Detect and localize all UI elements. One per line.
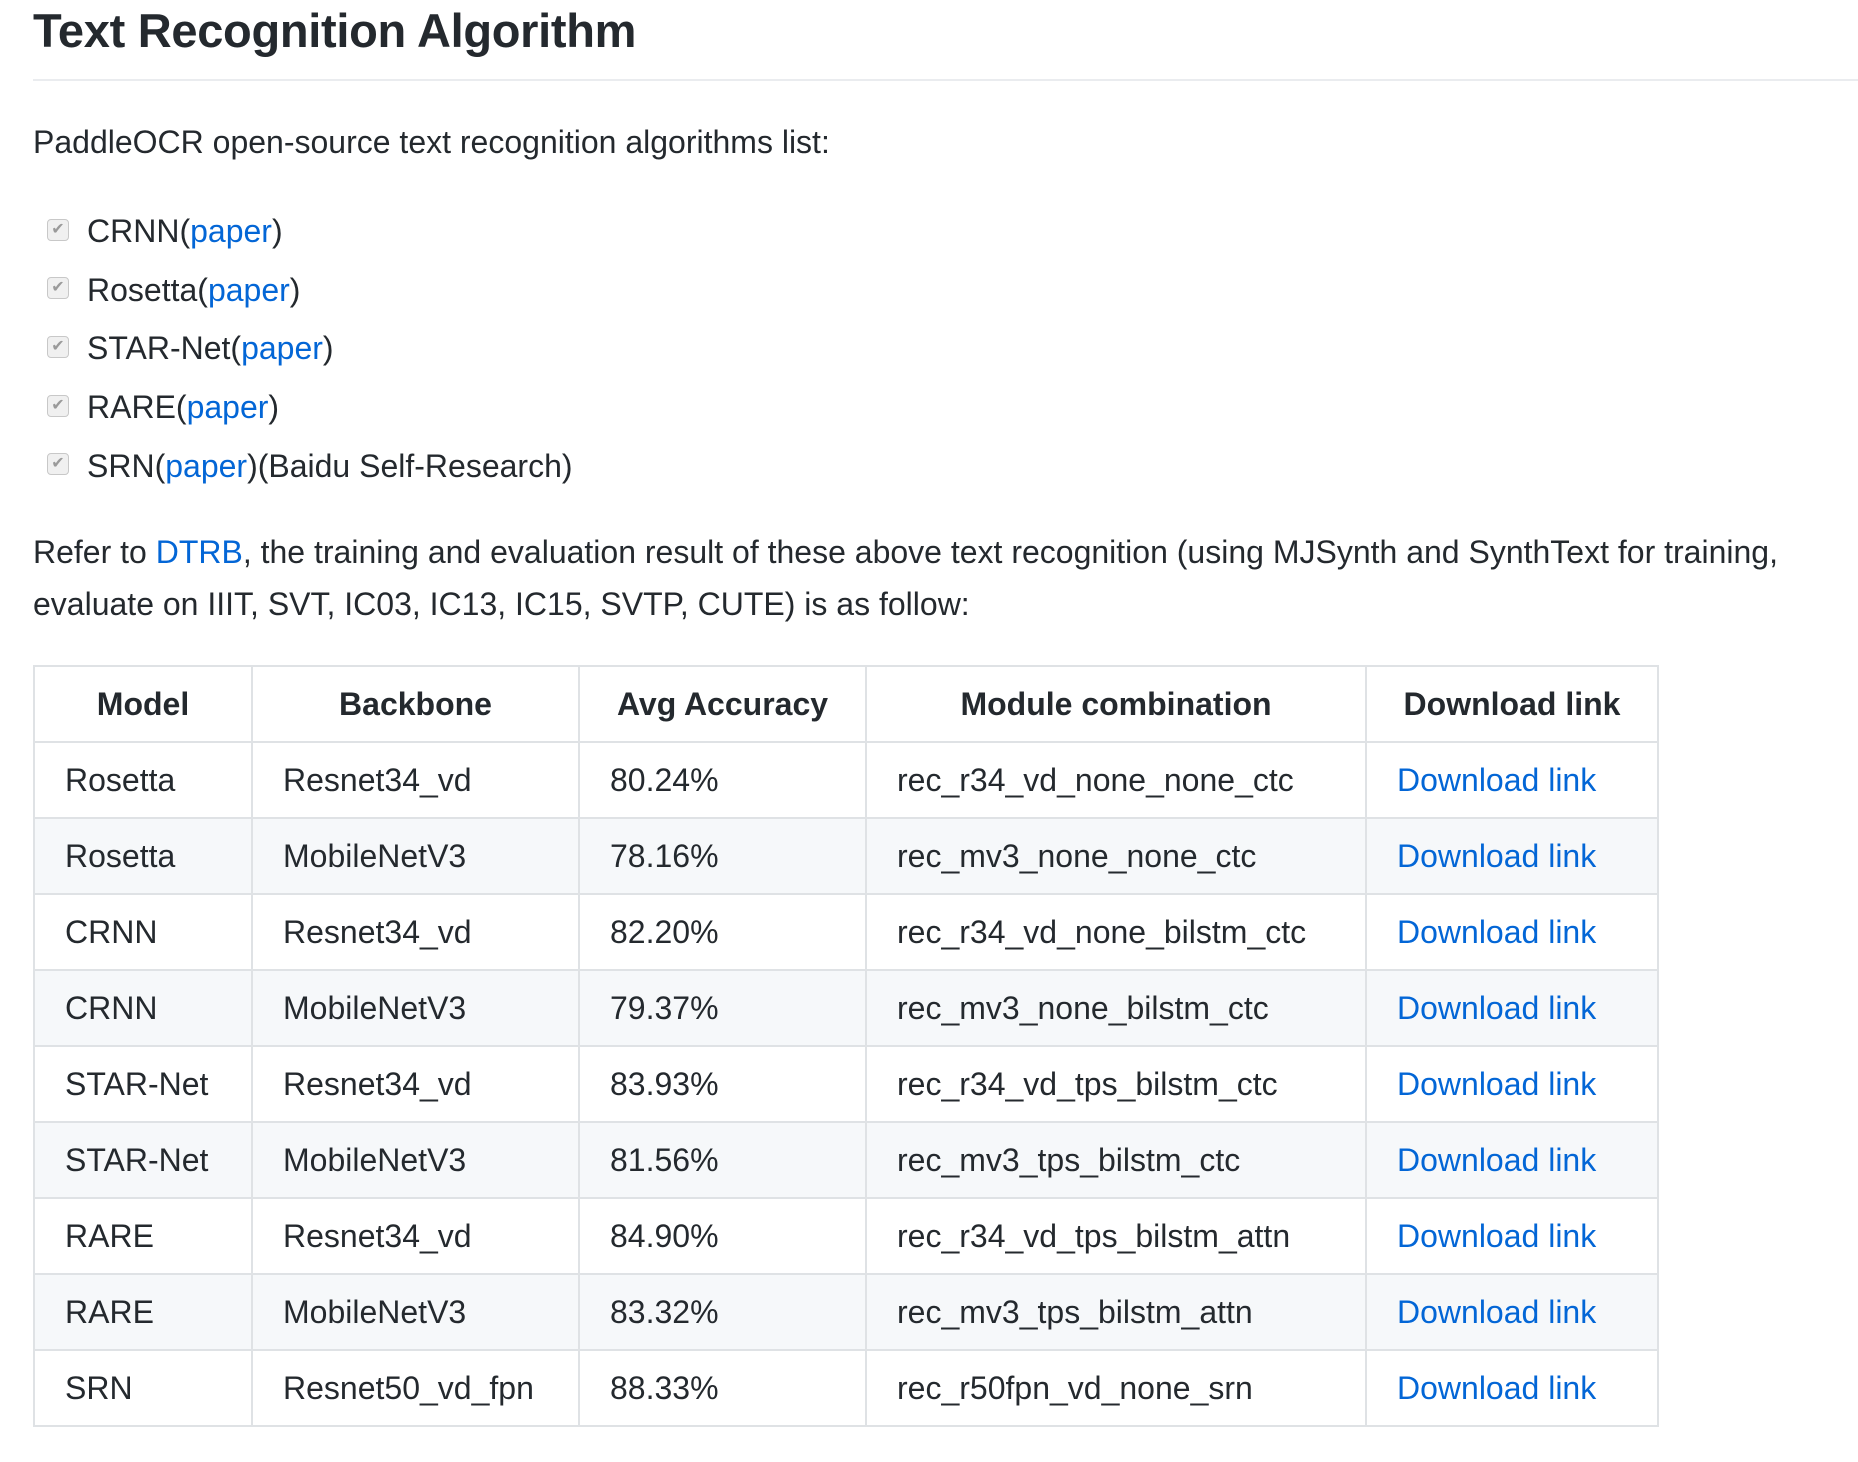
refer-paragraph: Refer to DTRB, the training and evaluati… — [33, 526, 1843, 630]
accuracy-cell: 83.32% — [578, 1273, 867, 1351]
algorithm-name: RARE — [87, 389, 176, 426]
algorithm-list-item: ✔ CRNN(paper) — [47, 206, 283, 256]
header-module-combination: Module combination — [865, 665, 1367, 743]
backbone-cell: Resnet50_vd_fpn — [251, 1349, 580, 1427]
accuracy-cell: 80.24% — [578, 741, 867, 819]
paper-link[interactable]: paper — [207, 271, 290, 308]
algorithm-name: CRNN — [87, 213, 180, 249]
algorithm-name: SRN — [87, 447, 155, 484]
module-cell: rec_r34_vd_tps_bilstm_attn — [865, 1197, 1367, 1275]
model-cell: SRN — [33, 1349, 253, 1427]
backbone-cell: MobileNetV3 — [251, 817, 580, 895]
table-row: RARE MobileNetV3 83.32% rec_mv3_tps_bilstm_… — [33, 1273, 1659, 1351]
model-cell: RARE — [33, 1273, 253, 1351]
refer-suffix: , the training and evaluation result of … — [33, 534, 1778, 622]
accuracy-cell: 78.16% — [578, 817, 867, 895]
table-row: SRN Resnet50_vd_fpn 88.33% rec_r50fpn_vd_no… — [33, 1349, 1659, 1427]
download-cell: Download link — [1365, 1197, 1659, 1275]
download-cell: Download link — [1365, 1045, 1659, 1123]
download-link[interactable]: Download link — [1397, 1065, 1597, 1102]
table-row: STAR-Net MobileNetV3 81.56% rec_mv3_tps_bil… — [33, 1121, 1659, 1199]
paper-link[interactable]: paper — [190, 213, 272, 249]
checkbox-checked-icon: ✔ — [47, 277, 69, 300]
accuracy-cell: 83.93% — [578, 1045, 867, 1123]
table-row: CRNN MobileNetV3 79.37% rec_mv3_none_bilstm… — [33, 969, 1659, 1047]
table-row: Rosetta Resnet34_vd 80.24% rec_r34_vd_none_… — [33, 741, 1659, 819]
algorithm-name: Rosetta — [87, 271, 198, 308]
backbone-cell: Resnet34_vd — [251, 893, 580, 971]
model-cell: CRNN — [33, 893, 253, 971]
backbone-cell: MobileNetV3 — [251, 969, 580, 1047]
table-header-row: Model Backbone Avg Accuracy Module combi… — [33, 665, 1659, 743]
table-row: Rosetta MobileNetV3 78.16% rec_mv3_none_non… — [33, 817, 1659, 895]
algorithm-list-item: ✔ Rosetta(paper) — [47, 265, 300, 315]
paper-link[interactable]: paper — [165, 447, 248, 484]
model-cell: STAR-Net — [33, 1121, 253, 1199]
checkbox-checked-icon: ✔ — [47, 218, 69, 241]
table-row: CRNN Resnet34_vd 82.20% rec_r34_vd_none_bil… — [33, 893, 1659, 971]
download-link[interactable]: Download link — [1397, 1217, 1597, 1254]
module-cell: rec_r50fpn_vd_none_srn — [865, 1349, 1367, 1427]
backbone-cell: Resnet34_vd — [251, 1197, 580, 1275]
refer-prefix: Refer to — [33, 534, 156, 570]
download-cell: Download link — [1365, 741, 1659, 819]
download-cell: Download link — [1365, 1349, 1659, 1427]
module-cell: rec_mv3_none_none_ctc — [865, 817, 1367, 895]
header-model: Model — [33, 665, 253, 743]
module-cell: rec_r34_vd_tps_bilstm_ctc — [865, 1045, 1367, 1123]
header-download-link: Download link — [1365, 665, 1659, 743]
model-cell: STAR-Net — [33, 1045, 253, 1123]
checkbox-checked-icon: ✔ — [47, 394, 69, 417]
download-link[interactable]: Download link — [1397, 1141, 1597, 1178]
model-cell: Rosetta — [33, 741, 253, 819]
algorithm-list-item: ✔ STAR-Net(paper) — [47, 323, 334, 373]
download-cell: Download link — [1365, 893, 1659, 971]
download-link[interactable]: Download link — [1397, 913, 1597, 950]
algorithm-name: STAR-Net — [87, 330, 231, 367]
download-cell: Download link — [1365, 1273, 1659, 1351]
backbone-cell: Resnet34_vd — [251, 741, 580, 819]
download-link[interactable]: Download link — [1397, 761, 1597, 798]
download-link[interactable]: Download link — [1397, 1293, 1597, 1330]
download-link[interactable]: Download link — [1397, 1369, 1597, 1406]
module-cell: rec_mv3_tps_bilstm_attn — [865, 1273, 1367, 1351]
table-row: RARE Resnet34_vd 84.90% rec_r34_vd_tps_bils… — [33, 1197, 1659, 1275]
module-cell: rec_mv3_tps_bilstm_ctc — [865, 1121, 1367, 1199]
checkbox-checked-icon: ✔ — [47, 453, 69, 476]
download-cell: Download link — [1365, 1121, 1659, 1199]
paper-link[interactable]: paper — [186, 389, 269, 426]
results-table: Model Backbone Avg Accuracy Module combi… — [33, 665, 1659, 1427]
backbone-cell: MobileNetV3 — [251, 1273, 580, 1351]
module-cell: rec_r34_vd_none_bilstm_ctc — [865, 893, 1367, 971]
download-cell: Download link — [1365, 969, 1659, 1047]
backbone-cell: Resnet34_vd — [251, 1045, 580, 1123]
backbone-cell: MobileNetV3 — [251, 1121, 580, 1199]
accuracy-cell: 88.33% — [578, 1349, 867, 1427]
header-backbone: Backbone — [251, 665, 580, 743]
page-title: Text Recognition Algorithm — [33, 4, 637, 57]
model-cell: Rosetta — [33, 817, 253, 895]
module-cell: rec_mv3_none_bilstm_ctc — [865, 969, 1367, 1047]
model-cell: RARE — [33, 1197, 253, 1275]
download-link[interactable]: Download link — [1397, 989, 1597, 1026]
module-cell: rec_r34_vd_none_none_ctc — [865, 741, 1367, 819]
algorithm-list-item: ✔ SRN(paper)(Baidu Self-Research) — [47, 441, 573, 491]
algorithm-list-item: ✔ RARE(paper) — [47, 382, 279, 432]
intro-text: PaddleOCR open-source text recognition a… — [33, 124, 830, 160]
model-cell: CRNN — [33, 969, 253, 1047]
table-row: STAR-Net Resnet34_vd 83.93% rec_r34_vd_tps_… — [33, 1045, 1659, 1123]
paper-link[interactable]: paper — [241, 330, 323, 367]
download-cell: Download link — [1365, 817, 1659, 895]
accuracy-cell: 79.37% — [578, 969, 867, 1047]
download-link[interactable]: Download link — [1397, 837, 1597, 874]
heading-divider — [33, 79, 1858, 81]
accuracy-cell: 84.90% — [578, 1197, 867, 1275]
dtrb-link[interactable]: DTRB — [155, 534, 243, 570]
accuracy-cell: 81.56% — [578, 1121, 867, 1199]
header-avg-accuracy: Avg Accuracy — [578, 665, 867, 743]
checkbox-checked-icon: ✔ — [47, 335, 69, 358]
algorithm-note: (Baidu Self-Research) — [257, 447, 573, 484]
accuracy-cell: 82.20% — [578, 893, 867, 971]
